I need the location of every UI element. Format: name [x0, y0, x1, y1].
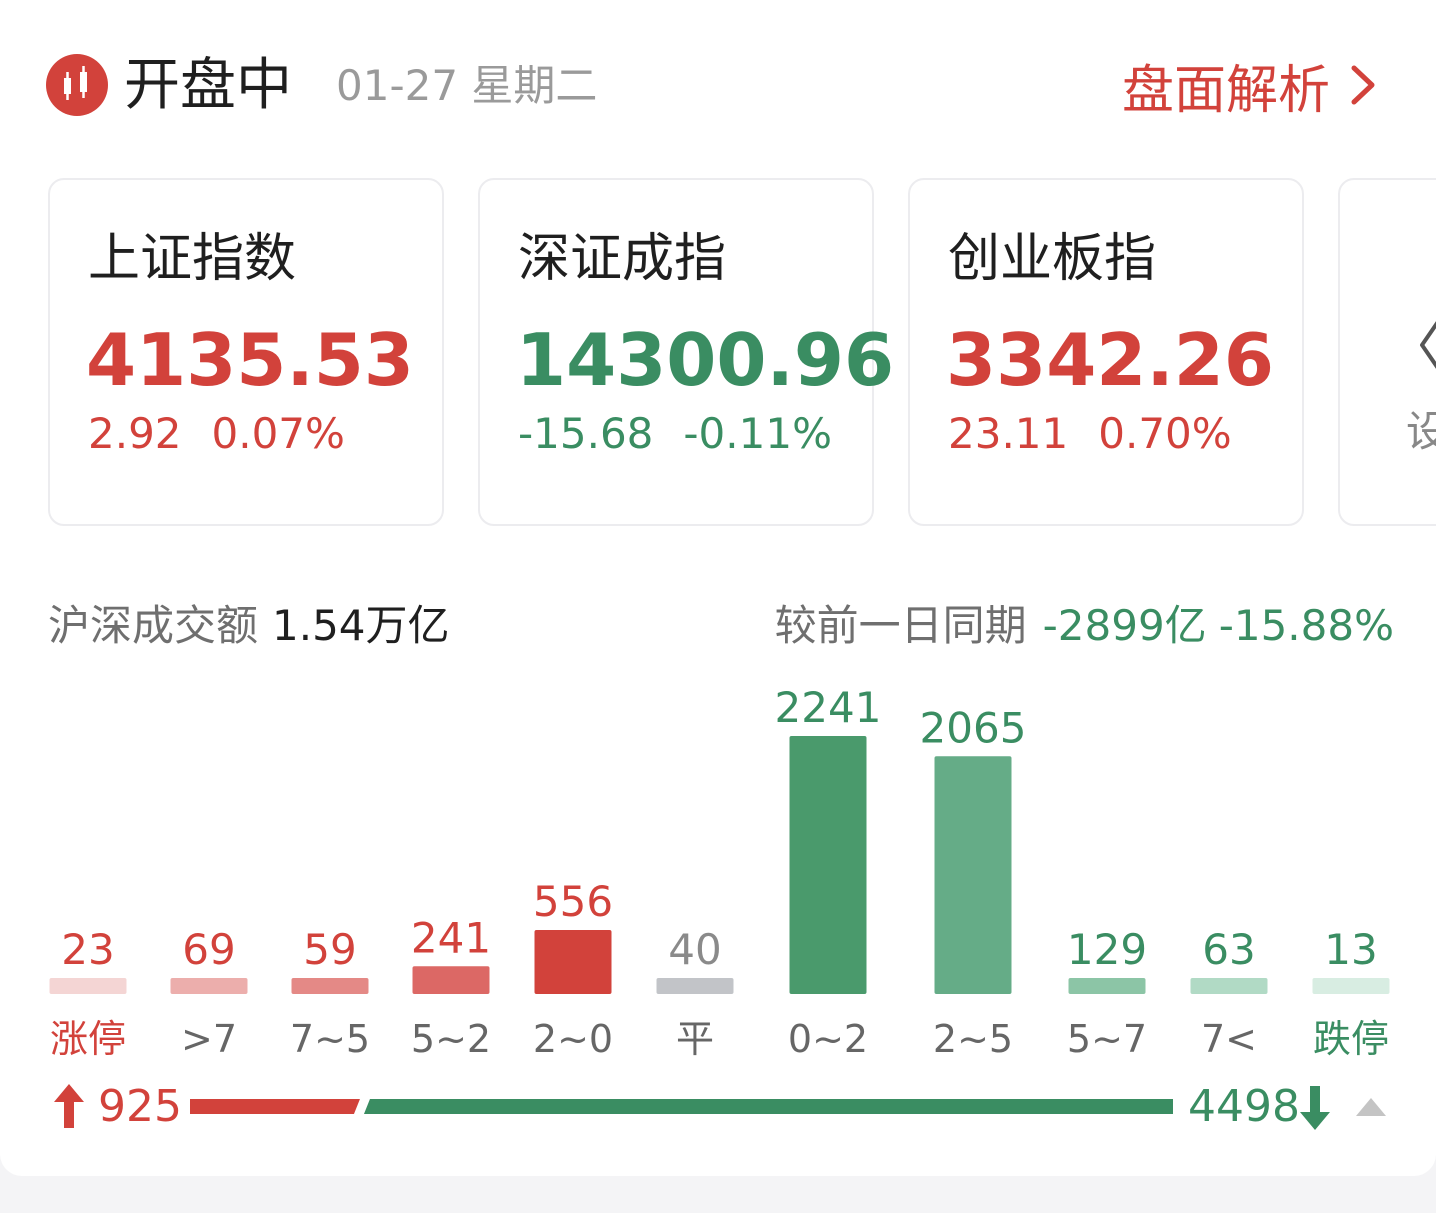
category-label: 5~2 — [411, 1017, 491, 1061]
bar-value-label: 556 — [533, 877, 613, 926]
category-label: 2~0 — [533, 1017, 613, 1061]
up-arrow-icon — [54, 1084, 84, 1128]
category-label: 平 — [676, 1017, 714, 1061]
advance-decline-bar — [190, 1099, 1173, 1114]
index-change-amount: 2.92 — [88, 409, 182, 458]
category-label: >7 — [181, 1017, 237, 1061]
down-arrow-icon — [1300, 1086, 1330, 1130]
index-card-shenzhen[interactable]: 深证成指 14300.96 -15.68 -0.11% — [478, 178, 894, 526]
up-count: 925 — [98, 1081, 182, 1132]
chevron-left-icon — [1420, 321, 1436, 369]
index-change-amount: 23.11 — [948, 409, 1069, 458]
bar-5 — [656, 978, 734, 994]
compare-amount: -2899亿 — [1042, 601, 1207, 650]
bar-value-label: 2241 — [775, 683, 882, 732]
advance-bar — [190, 1099, 360, 1114]
index-name: 上证指数 — [88, 229, 297, 289]
category-label: 7~5 — [290, 1017, 370, 1061]
turnover-compare: 较前一日同期 -2899亿 -15.88% — [775, 592, 1394, 653]
caret-up-icon[interactable] — [1354, 1096, 1388, 1118]
partial-card-label: 设 — [1406, 407, 1436, 456]
bar-3 — [412, 966, 490, 994]
turnover-row: 沪深成交额 1.54万亿 较前一日同期 -2899亿 -15.88% — [48, 592, 1394, 650]
market-analysis-link[interactable]: 盘面解析 — [1121, 50, 1380, 121]
index-value: 4135.53 — [86, 318, 414, 402]
index-change: 2.92 0.07% — [88, 408, 345, 460]
market-overview-panel: 开盘中 01-27 星期二 盘面解析 上证指数 4135.53 2.92 0.07… — [0, 0, 1436, 1176]
bar-value-label: 69 — [182, 925, 235, 974]
turnover-label: 沪深成交额 — [48, 601, 259, 650]
bar-value-label: 40 — [668, 925, 721, 974]
bar-9 — [1190, 978, 1268, 994]
down-count: 4498 — [1188, 1081, 1300, 1132]
category-label: 跌停 — [1313, 1017, 1389, 1061]
market-status-label: 开盘中 — [124, 53, 292, 118]
bar-0 — [49, 978, 127, 994]
index-change-percent: 0.70% — [1098, 409, 1232, 458]
category-label: 2~5 — [933, 1017, 1013, 1061]
header: 开盘中 01-27 星期二 盘面解析 — [0, 0, 1436, 150]
bar-value-label: 23 — [61, 925, 114, 974]
candlestick-status-icon — [46, 54, 108, 116]
turnover-value: 1.54万亿 — [272, 601, 450, 650]
category-label: 涨停 — [50, 1017, 126, 1061]
breadth-row: 925 4498 — [0, 1076, 1436, 1136]
bar-1 — [170, 978, 248, 994]
bar-value-label: 59 — [303, 925, 356, 974]
index-change-percent: 0.07% — [211, 409, 345, 458]
bar-7 — [934, 756, 1012, 994]
bar-value-label: 63 — [1202, 925, 1255, 974]
bar-2 — [291, 978, 369, 994]
index-name: 深证成指 — [518, 229, 727, 289]
index-change: 23.11 0.70% — [948, 408, 1232, 460]
bar-value-label: 129 — [1067, 925, 1147, 974]
date-label: 01-27 星期二 — [336, 61, 598, 110]
price-change-distribution-chart: 23 涨停 69 >7 59 7~5 241 5~2 556 2~0 40 平 2241 0~2 2065 2… — [49, 683, 1390, 1061]
bar-10 — [1312, 978, 1390, 994]
bar-value-label: 2065 — [920, 703, 1027, 752]
index-value: 14300.96 — [516, 318, 895, 402]
index-card-shanghai[interactable]: 上证指数 4135.53 2.92 0.07% — [48, 178, 444, 526]
bar-4 — [534, 929, 612, 994]
index-card-partial[interactable]: 设 — [1338, 178, 1436, 526]
chevron-right-icon — [1351, 65, 1375, 105]
category-label: 7< — [1201, 1017, 1257, 1061]
index-change-amount: -15.68 — [518, 409, 654, 458]
index-change-percent: -0.11% — [683, 409, 832, 458]
category-label: 5~7 — [1067, 1017, 1147, 1061]
bar-value-label: 241 — [411, 913, 491, 962]
compare-label: 较前一日同期 — [774, 601, 1027, 650]
index-value: 3342.26 — [946, 318, 1274, 402]
index-change: -15.68 -0.11% — [518, 408, 832, 460]
compare-percent: -15.88% — [1218, 601, 1394, 650]
category-label: 0~2 — [788, 1017, 868, 1061]
index-name: 创业板指 — [948, 229, 1157, 289]
market-analysis-label: 盘面解析 — [1121, 60, 1330, 121]
decline-bar — [363, 1099, 1173, 1114]
bar-6 — [789, 736, 867, 994]
bar-8 — [1068, 978, 1146, 994]
bar-value-label: 13 — [1324, 925, 1377, 974]
index-card-chinext[interactable]: 创业板指 3342.26 23.11 0.70% — [908, 178, 1304, 526]
